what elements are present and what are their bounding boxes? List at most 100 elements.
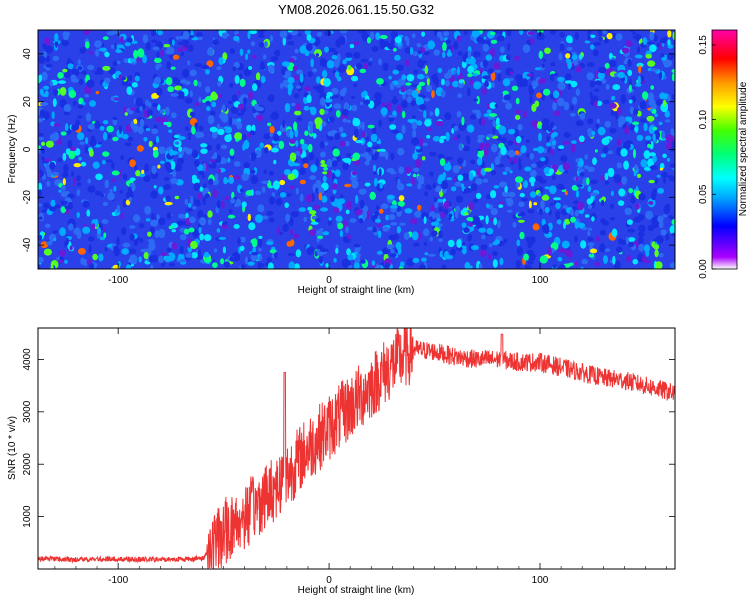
heatmap-cell (621, 176, 628, 185)
heatmap-cell (69, 245, 73, 251)
heatmap-cell (388, 214, 396, 221)
heatmap-cell (625, 236, 629, 245)
heatmap-cell (243, 162, 250, 169)
heatmap-cell (433, 197, 438, 203)
heatmap-cell (247, 49, 251, 54)
heatmap-cell (239, 78, 246, 88)
heatmap-cell (104, 51, 110, 58)
heatmap-cell (507, 128, 516, 135)
heatmap-cell (419, 264, 426, 269)
heatmap-cell (354, 257, 361, 263)
heatmap-cell (620, 94, 627, 104)
heatmap-cell (122, 173, 128, 181)
heatmap-cell (540, 200, 545, 210)
heatmap-cell (312, 133, 317, 139)
heatmap-cell (390, 222, 398, 226)
heatmap-cell (557, 76, 565, 82)
heatmap-cell (171, 242, 178, 250)
heatmap-cell (659, 221, 664, 229)
heatmap-cell (427, 40, 436, 50)
y-tick-label: 4000 (22, 348, 33, 371)
heatmap-cell (193, 79, 198, 87)
heatmap-cell (94, 120, 101, 129)
heatmap-cell (509, 170, 513, 174)
heatmap-cell (353, 41, 359, 46)
heatmap-cell (437, 218, 441, 222)
heatmap-cell (444, 250, 449, 260)
heatmap-cell (515, 182, 521, 188)
heatmap-cell (165, 77, 173, 86)
heatmap-cell (576, 65, 581, 69)
heatmap-cell (610, 190, 615, 197)
heatmap-cell (102, 201, 109, 207)
heatmap-cell (410, 100, 416, 107)
heatmap-cell (638, 224, 646, 233)
heatmap-cell (142, 54, 148, 64)
heatmap-cell (312, 85, 319, 90)
heatmap-cell (247, 30, 251, 40)
heatmap-cell (333, 94, 339, 99)
heatmap-cell (299, 167, 306, 175)
heatmap-cell (456, 111, 462, 118)
heatmap-cell (292, 65, 299, 72)
y-tick-label: 3000 (22, 400, 33, 423)
heatmap-cell (119, 36, 124, 43)
heatmap-cell (326, 159, 333, 168)
heatmap-cell (192, 199, 201, 203)
heatmap-cell (202, 174, 205, 179)
heatmap-cell (194, 122, 199, 130)
heatmap-cell (616, 138, 622, 147)
heatmap-cell (189, 69, 197, 77)
heatmap-cell (538, 179, 547, 184)
heatmap-cell (184, 97, 193, 104)
heatmap-cell (412, 51, 418, 57)
heatmap-cell (328, 217, 332, 221)
heatmap-cell (315, 179, 322, 189)
heatmap-cell (418, 50, 422, 55)
heatmap-cell (40, 241, 49, 249)
heatmap-cell (539, 255, 548, 264)
heatmap-cell (217, 128, 225, 136)
heatmap-cell (404, 166, 412, 175)
heatmap-cell (309, 106, 315, 111)
colorbar-tick-label: 0.05 (698, 184, 709, 204)
heatmap-cell (581, 259, 589, 265)
heatmap-cell (251, 238, 258, 248)
heatmap-cell (151, 39, 158, 43)
heatmap-cell (479, 249, 487, 257)
heatmap-cell (659, 42, 663, 51)
heatmap-cell (351, 75, 359, 82)
heatmap-cell (520, 135, 524, 139)
heatmap-cell (516, 239, 521, 247)
heatmap-cell (526, 152, 531, 158)
heatmap-cell (603, 99, 610, 105)
heatmap-cell (664, 119, 671, 123)
heatmap-cell (127, 82, 132, 87)
heatmap-cell (118, 74, 123, 80)
heatmap-cell (355, 140, 364, 144)
heatmap-cell (168, 263, 176, 267)
heatmap-cell (176, 157, 185, 165)
heatmap-cell (352, 170, 357, 176)
heatmap-cell (530, 169, 537, 178)
heatmap-cell (476, 157, 483, 166)
heatmap-cell (178, 213, 186, 219)
heatmap-cell (59, 87, 67, 96)
heatmap-cell (309, 175, 317, 180)
heatmap-cell (272, 180, 280, 190)
heatmap-cell (560, 155, 568, 163)
heatmap-cell (478, 227, 487, 233)
heatmap-cell (419, 60, 428, 64)
heatmap-cell (378, 168, 382, 177)
heatmap-cell (481, 77, 485, 84)
heatmap-cell (528, 88, 534, 96)
heatmap-cell (234, 132, 243, 141)
heatmap-cell (422, 142, 428, 146)
heatmap-cell (536, 92, 542, 99)
heatmap-cell (38, 171, 41, 180)
colorbar-tick-label: 0.15 (698, 35, 709, 55)
heatmap-cell (170, 66, 176, 70)
heatmap-cell (255, 190, 262, 196)
heatmap-cell (629, 124, 636, 131)
heatmap-cell (134, 75, 140, 82)
